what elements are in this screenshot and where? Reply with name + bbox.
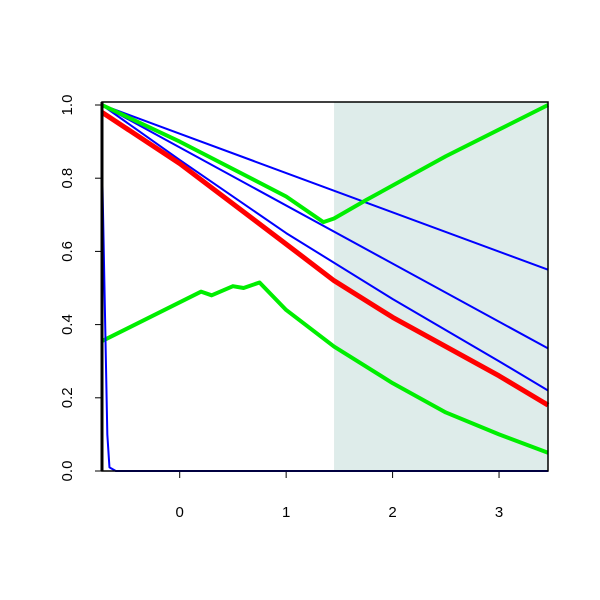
line-series xyxy=(101,104,549,350)
x-tick-label: 0 xyxy=(176,504,184,521)
y-tick-label: 1.0 xyxy=(59,95,76,116)
line-series xyxy=(100,110,550,408)
line-series xyxy=(101,280,549,455)
line-series xyxy=(101,104,549,271)
x-tick-label: 2 xyxy=(388,504,396,521)
y-tick-label: 0.6 xyxy=(59,241,76,262)
y-tick-label: 0.0 xyxy=(59,461,76,482)
x-tick-label: 1 xyxy=(282,504,290,521)
line-series xyxy=(101,104,549,392)
y-tick-label: 0.2 xyxy=(59,387,76,408)
x-tick-label: 3 xyxy=(495,504,503,521)
line-series xyxy=(101,103,549,225)
y-tick-label: 0.4 xyxy=(59,314,76,335)
y-tick-label: 0.8 xyxy=(59,168,76,189)
